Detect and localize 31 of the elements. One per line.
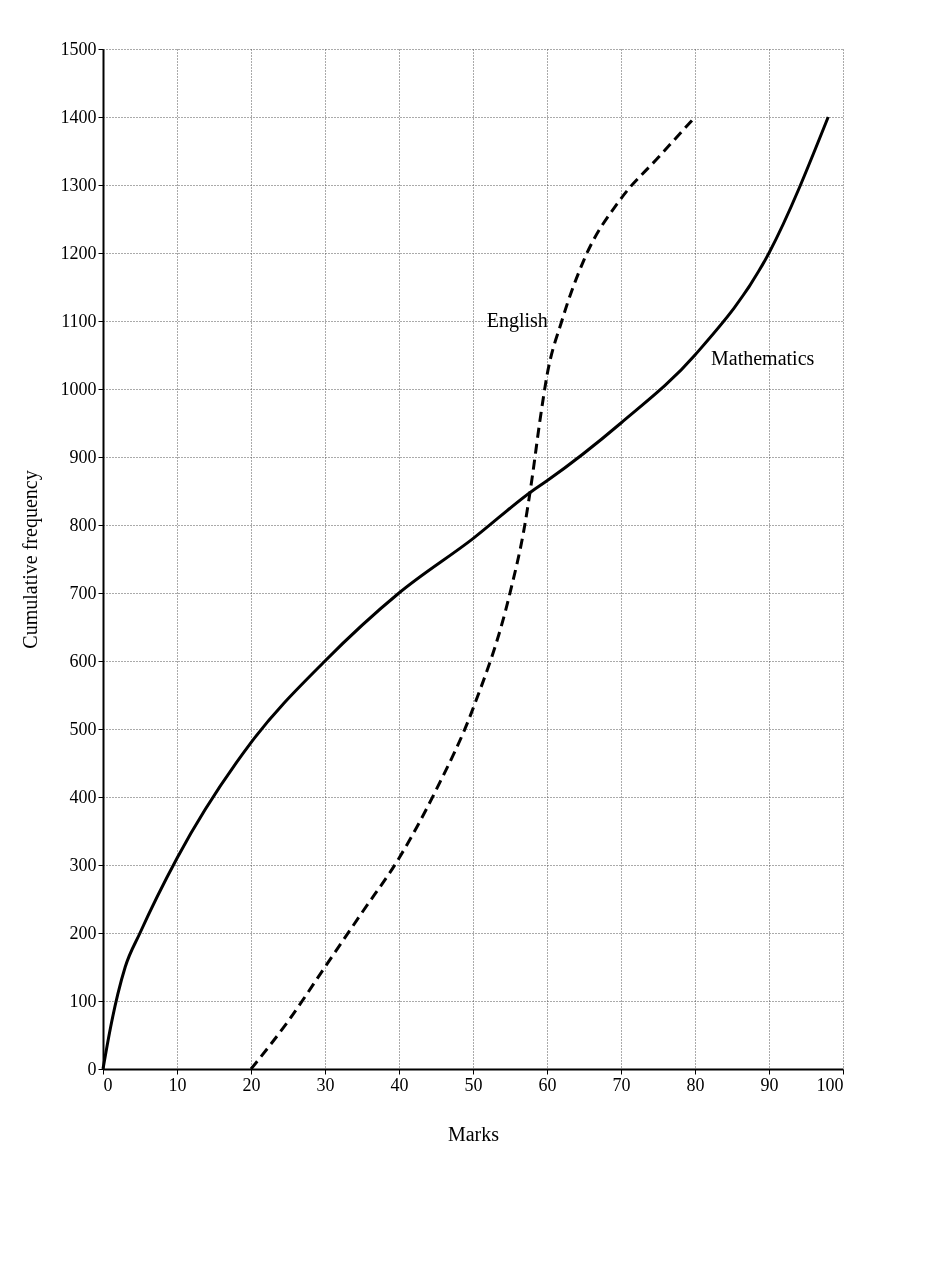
x-tick-label: 30 <box>316 1074 335 1095</box>
y-tick-label: 400 <box>69 786 97 807</box>
x-tick-label: 40 <box>390 1074 409 1095</box>
y-tick-label: 1300 <box>60 174 97 195</box>
x-tick-label: 50 <box>464 1074 483 1095</box>
series-label: Mathematics <box>711 347 815 369</box>
y-tick-label: 700 <box>69 582 97 603</box>
y-tick-label: 900 <box>69 446 97 467</box>
x-tick-label: 70 <box>612 1074 631 1095</box>
y-tick-label: 200 <box>69 922 97 943</box>
y-tick-label: 1000 <box>60 378 97 399</box>
x-tick-label: 90 <box>760 1074 779 1095</box>
x-tick-label: 60 <box>538 1074 557 1095</box>
y-tick-label: 1100 <box>61 310 97 331</box>
x-axis-title: Marks <box>447 1122 500 1145</box>
x-tick-label: 20 <box>242 1074 261 1095</box>
y-tick-label: 500 <box>69 718 97 739</box>
y-tick-label: 800 <box>69 514 97 535</box>
y-tick-label: 0 <box>87 1058 97 1079</box>
y-tick-label: 600 <box>69 650 97 671</box>
y-tick-label: 1400 <box>60 106 97 127</box>
y-axis-title: Cumulative frequency <box>18 470 42 649</box>
y-tick-label: 100 <box>69 990 97 1011</box>
x-tick-label: 10 <box>168 1074 187 1095</box>
x-tick-label: 0 <box>103 1074 113 1095</box>
x-tick-label: 100 <box>816 1074 844 1095</box>
y-tick-label: 300 <box>69 854 97 875</box>
y-tick-label: 1200 <box>60 242 97 263</box>
y-tick-label: 1500 <box>60 38 97 59</box>
series-label: English <box>486 309 548 332</box>
x-tick-label: 80 <box>686 1074 705 1095</box>
